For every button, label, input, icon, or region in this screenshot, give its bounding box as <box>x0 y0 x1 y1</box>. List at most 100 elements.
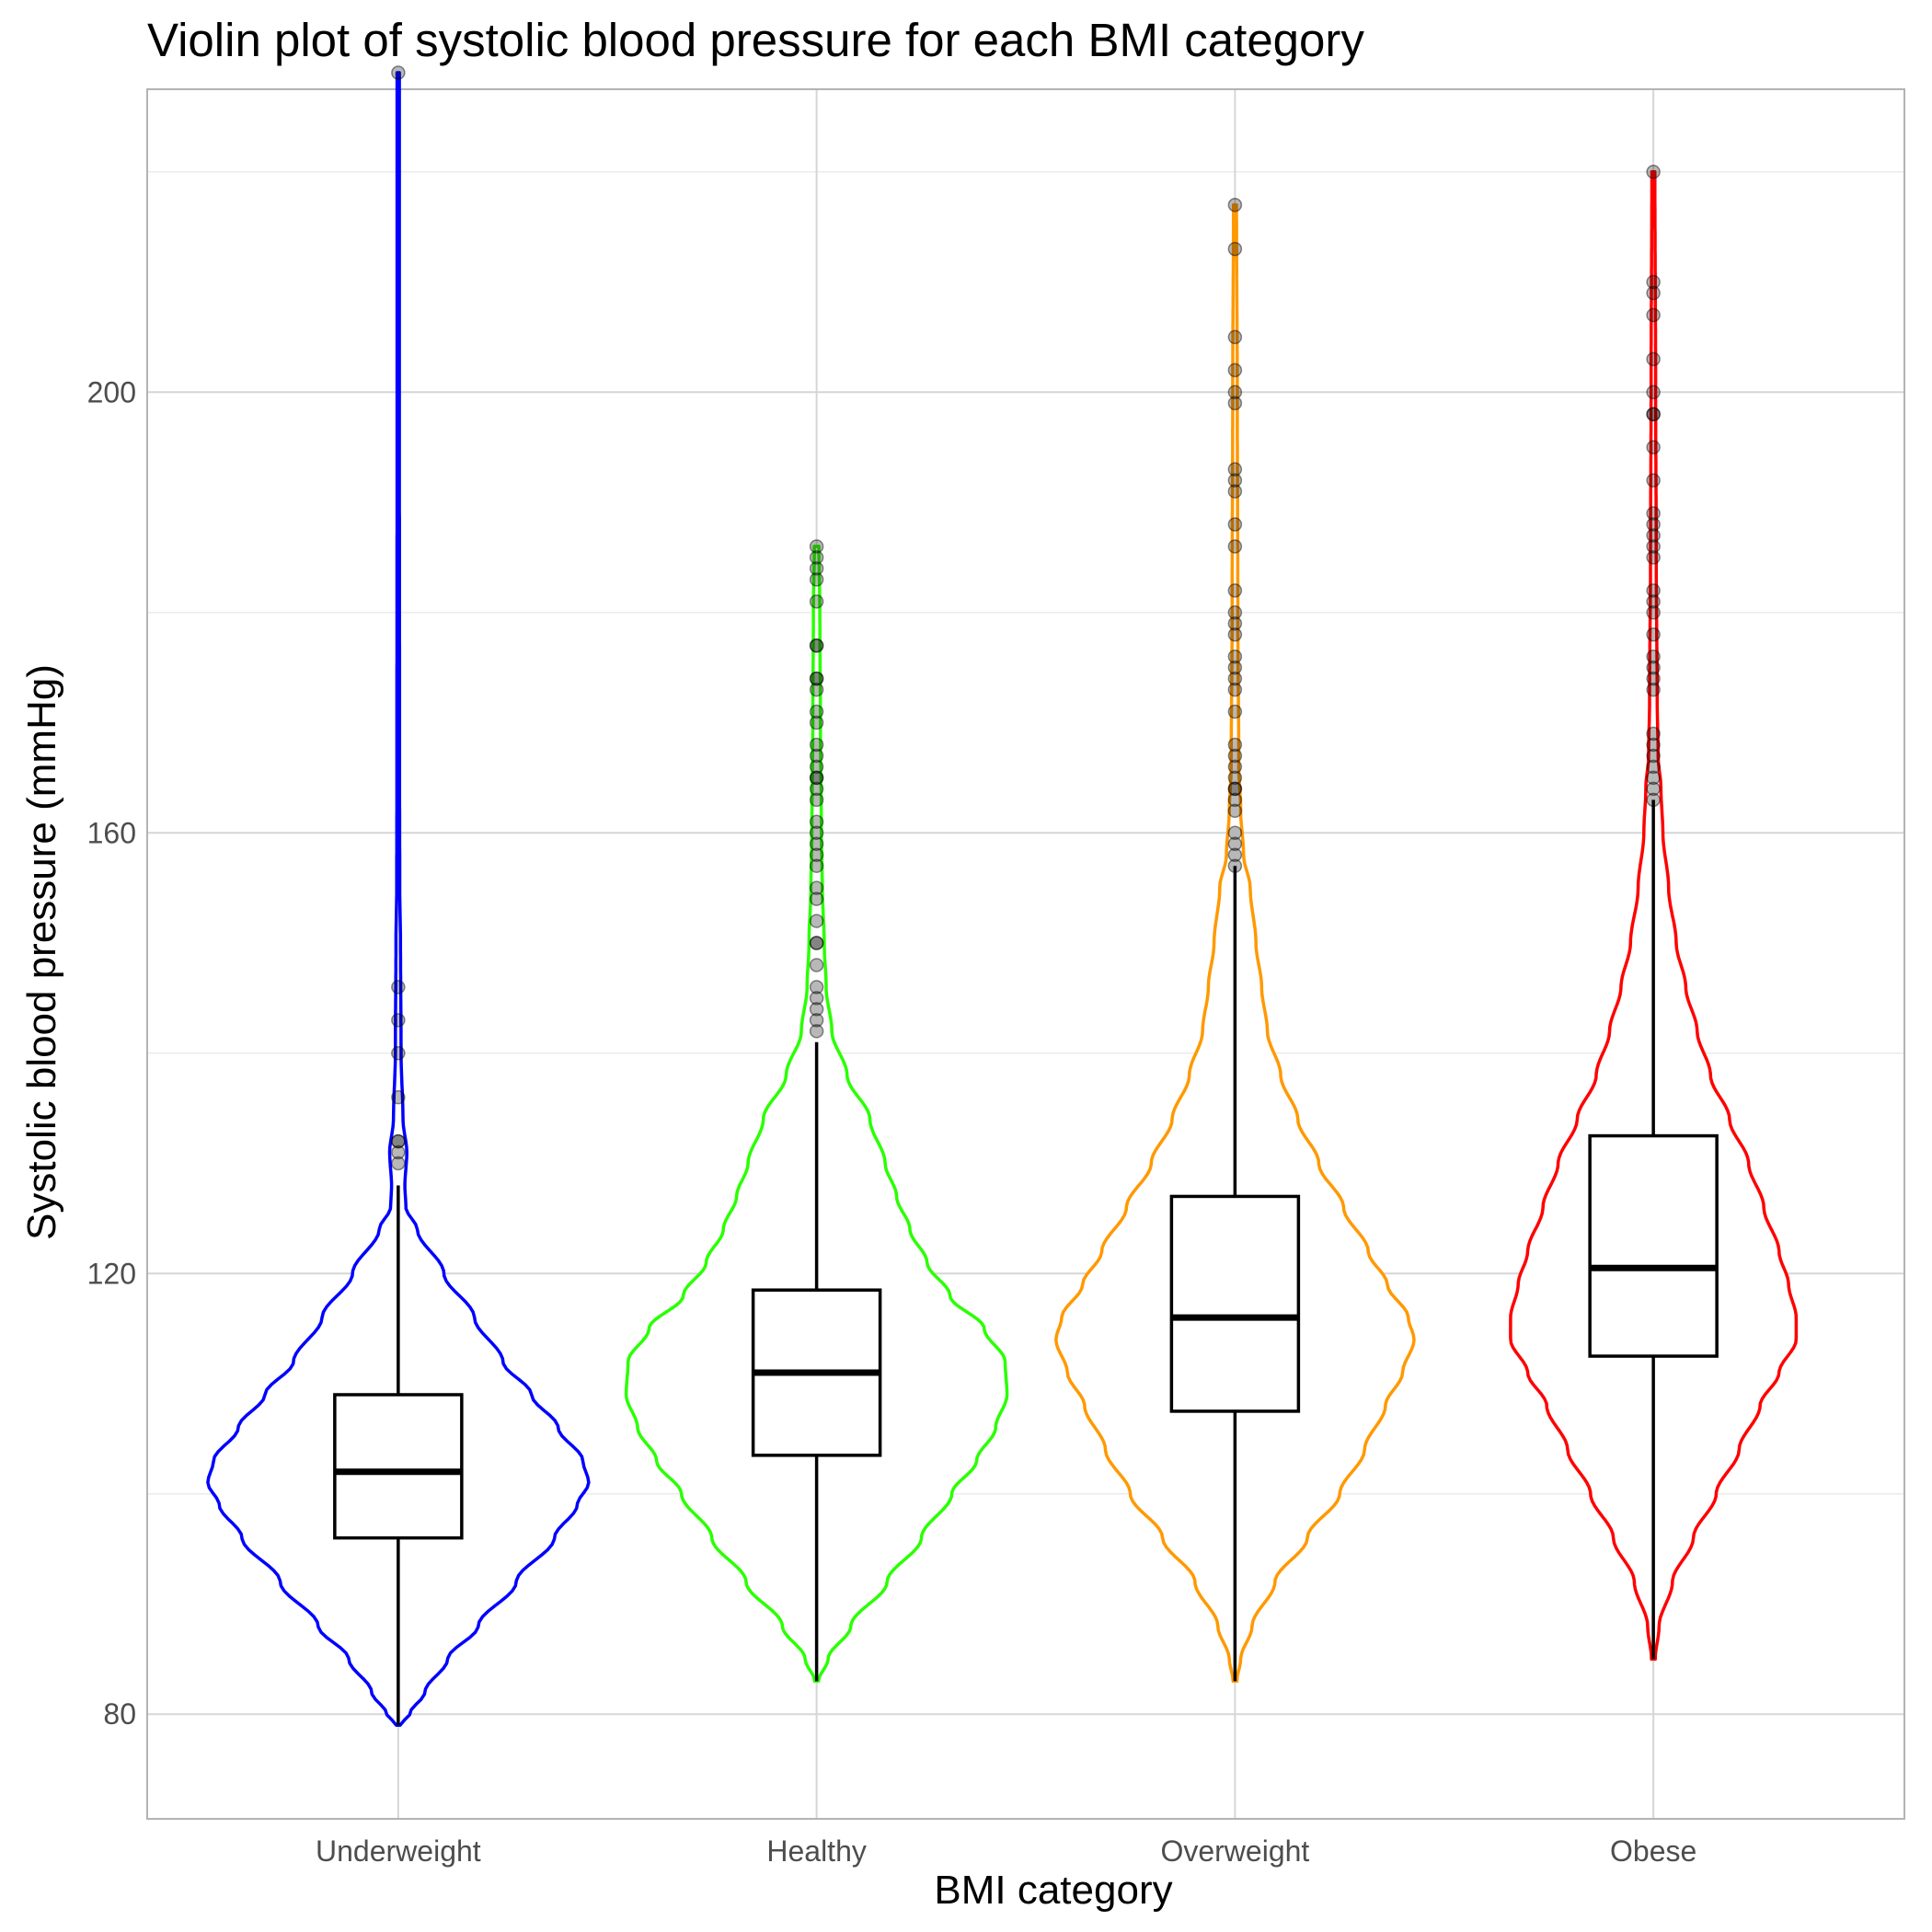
y-axis-label-wrap: Systolic blood pressure (mmHg) <box>0 0 74 1932</box>
outlier-point <box>1646 550 1661 565</box>
boxes <box>333 1133 1719 1540</box>
outlier-point <box>809 737 824 753</box>
outlier-point <box>1227 682 1243 697</box>
outlier-point <box>1646 351 1661 367</box>
outlier-point <box>1646 440 1661 454</box>
outlier-point <box>809 638 824 653</box>
outlier-point <box>1646 506 1661 521</box>
outlier-point <box>1227 627 1243 642</box>
outlier-point <box>1646 682 1661 697</box>
outlier-point <box>1646 748 1661 764</box>
outlier-point <box>809 1013 824 1028</box>
outlier-point <box>809 638 824 653</box>
outlier-point <box>809 880 824 895</box>
x-tick-label: Obese <box>1610 1834 1696 1868</box>
outlier-point <box>1227 583 1243 598</box>
outlier-point <box>1227 462 1243 477</box>
outlier-point <box>391 1089 406 1105</box>
outlier-point <box>1227 616 1243 631</box>
outlier-point <box>809 980 824 995</box>
box-obese <box>1588 1133 1719 1358</box>
panel-border <box>146 88 1905 1820</box>
outlier-point <box>809 958 824 972</box>
outlier-point <box>1646 671 1661 686</box>
outlier-point <box>809 759 824 775</box>
outlier-point <box>809 991 824 1006</box>
outlier-point <box>1646 539 1661 554</box>
outlier-point <box>1227 858 1243 873</box>
outlier-point <box>809 825 824 841</box>
outlier-point <box>809 572 824 587</box>
outlier-point <box>1227 759 1243 775</box>
outlier-point <box>391 980 406 995</box>
y-axis-label: Systolic blood pressure (mmHg) <box>19 664 64 1240</box>
outlier-point <box>809 671 824 686</box>
outlier-point <box>1227 781 1243 797</box>
outlier-point <box>1646 528 1661 543</box>
outlier-point <box>1227 847 1243 862</box>
outlier-point <box>809 914 824 928</box>
outlier-point <box>1646 759 1661 775</box>
outlier-point <box>1227 825 1243 841</box>
outlier-point <box>809 936 824 950</box>
outlier-point <box>809 814 824 830</box>
outlier-point <box>809 682 824 697</box>
outlier-point <box>1646 594 1661 609</box>
outlier-point <box>1646 385 1661 400</box>
outlier-point <box>1646 605 1661 620</box>
outlier-point <box>809 1002 824 1017</box>
x-tick-label: Underweight <box>316 1834 481 1868</box>
outlier-point <box>1227 241 1243 257</box>
outlier-point <box>391 1144 406 1160</box>
outlier-point <box>1227 748 1243 764</box>
outlier-point <box>1227 671 1243 686</box>
outlier-point <box>1646 473 1661 488</box>
outlier-point <box>809 847 824 862</box>
outlier-point <box>1646 165 1661 179</box>
outlier-point <box>391 1133 406 1149</box>
outlier-point <box>809 1024 824 1039</box>
outlier-point <box>1646 583 1661 598</box>
outlier-point <box>1227 803 1243 819</box>
outlier-point <box>1646 770 1661 786</box>
outlier-point <box>1227 484 1243 499</box>
outlier-point <box>809 792 824 808</box>
x-tick-label: Healthy <box>766 1834 867 1868</box>
outlier-point <box>1227 197 1243 213</box>
outlier-point <box>1227 539 1243 554</box>
outlier-point <box>1646 649 1661 664</box>
outlier-point <box>1646 726 1661 742</box>
outlier-point <box>809 748 824 764</box>
outlier-point <box>391 1133 406 1149</box>
outlier-point <box>809 715 824 730</box>
outlier-point <box>809 594 824 609</box>
x-axis-label: BMI category <box>934 1868 1173 1913</box>
y-tick-label: 160 <box>87 816 136 849</box>
outlier-point <box>1646 792 1661 808</box>
y-tick-labels: 80 120 160 200 <box>87 375 136 1731</box>
outlier-point <box>809 770 824 786</box>
outlier-point <box>1227 781 1243 797</box>
outlier-point <box>1227 517 1243 532</box>
outlier-point <box>1227 396 1243 411</box>
outlier-point <box>1227 385 1243 400</box>
outlier-point <box>391 1046 406 1061</box>
outlier-point <box>809 550 824 565</box>
outliers <box>391 65 1661 1171</box>
outlier-point <box>1227 836 1243 852</box>
outlier-point <box>1646 285 1661 301</box>
x-tick-labels: Underweight Healthy Overweight Obese <box>316 1834 1696 1868</box>
outlier-point <box>1646 737 1661 753</box>
outlier-point <box>1227 792 1243 808</box>
chart-title: Violin plot of systolic blood pressure f… <box>147 14 1364 66</box>
outlier-point <box>809 704 824 719</box>
outlier-point <box>1227 704 1243 719</box>
outlier-point <box>391 1013 406 1028</box>
y-tick-label: 80 <box>103 1697 136 1731</box>
outlier-point <box>1646 660 1661 675</box>
outlier-point <box>809 539 824 554</box>
outlier-point <box>809 858 824 873</box>
outlier-point <box>809 561 824 576</box>
outlier-point <box>391 65 406 80</box>
